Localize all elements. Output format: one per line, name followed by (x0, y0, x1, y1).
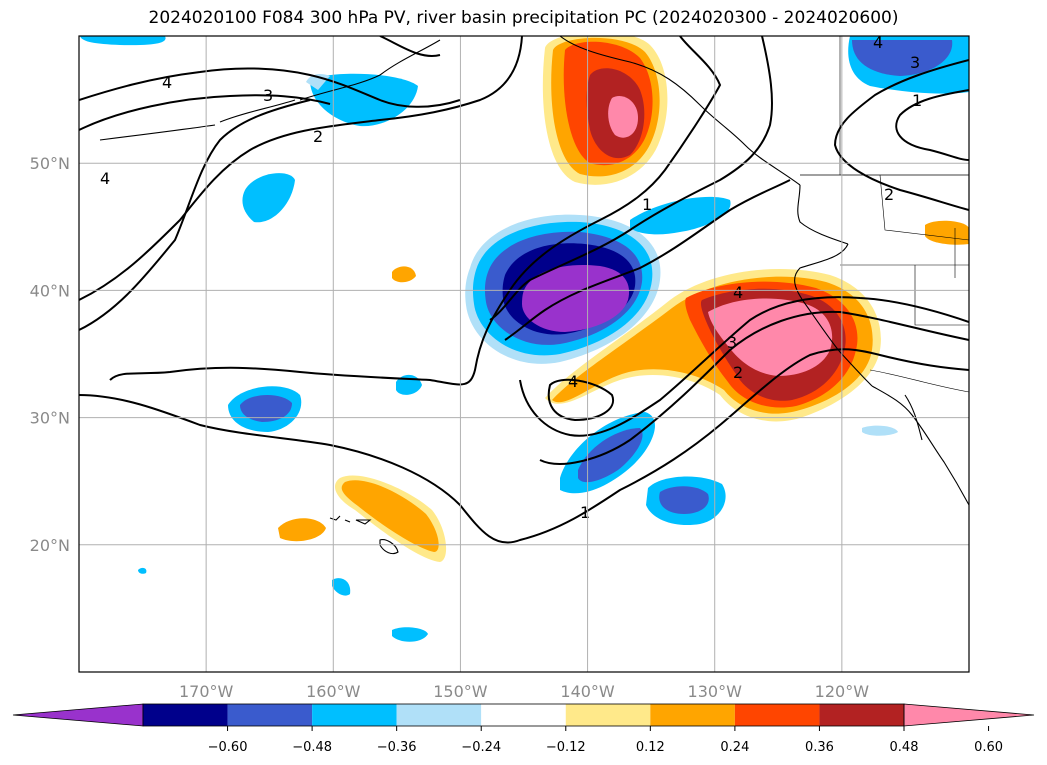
colorbar-segment (227, 704, 313, 726)
longitude-label: 120°W (815, 682, 870, 701)
latitude-label: 30°N (30, 409, 70, 428)
colorbar-tick-label: −0.24 (461, 740, 501, 755)
colorbar-tick-label: 0.60 (974, 740, 1003, 755)
colorbar-tick-label: −0.60 (208, 740, 248, 755)
contour-label: 3 (727, 333, 737, 352)
pv-contour-labels: 4 3 2 4 1 2 3 4 1 4 3 2 4 1 (100, 33, 922, 522)
colorbar-segment (396, 704, 482, 726)
contour-label: 2 (733, 363, 743, 382)
colorbar-tick-label: 0.48 (890, 740, 919, 755)
colorbar-segment (903, 703, 1035, 727)
colorbar-frame (142, 703, 905, 727)
contour-label: 3 (263, 86, 273, 105)
colorbar-segment (12, 703, 144, 727)
latitude-label: 20°N (30, 536, 70, 555)
longitude-label: 130°W (688, 682, 743, 701)
map-frame (78, 35, 970, 673)
colorbar: −0.60 −0.48 −0.36 −0.24 −0.12 0.12 0.24 0.36 0.4… (12, 703, 1035, 755)
colorbar-segment (143, 704, 228, 726)
colorbar-tick-label: 0.36 (805, 740, 834, 755)
contour-label: 4 (100, 169, 110, 188)
longitude-label: 170°W (179, 682, 234, 701)
contour-label: 2 (313, 127, 323, 146)
colorbar-tick-label: 0.24 (720, 740, 749, 755)
colorbar-tick-label: −0.12 (546, 740, 586, 755)
longitude-labels: 170°W 160°W 150°W 140°W 130°W 120°W (179, 682, 869, 701)
longitude-label: 160°W (306, 682, 361, 701)
contour-label: 1 (580, 503, 590, 522)
colorbar-segment (650, 704, 735, 726)
colorbar-segment (734, 704, 820, 726)
contour-label: 1 (912, 91, 922, 110)
colorbar-tick-label: −0.36 (377, 740, 417, 755)
coastlines (99, 36, 969, 555)
longitude-label: 140°W (560, 682, 615, 701)
contour-label: 1 (642, 195, 652, 214)
graticule (79, 36, 969, 672)
colorbar-tick-label: 0.12 (636, 740, 665, 755)
contour-label: 2 (884, 185, 894, 204)
contour-label: 4 (873, 33, 883, 52)
colorbar-segment (312, 704, 397, 726)
longitude-label: 150°W (433, 682, 488, 701)
colorbar-segment (565, 704, 651, 726)
contour-label: 4 (568, 372, 578, 391)
contour-label: 3 (910, 53, 920, 72)
latitude-labels: 50°N 40°N 30°N 20°N (30, 154, 70, 555)
precipitation-shading (80, 36, 969, 642)
colorbar-segment (481, 704, 566, 726)
pv-contours (79, 36, 969, 544)
contour-label: 4 (162, 73, 172, 92)
map-title: 2024020100 F084 300 hPa PV, river basin … (148, 8, 899, 28)
colorbar-tick-label: −0.48 (292, 740, 332, 755)
colorbar-segment (819, 704, 904, 726)
latitude-label: 50°N (30, 154, 70, 173)
contour-label: 4 (733, 283, 743, 302)
latitude-label: 40°N (30, 281, 70, 300)
